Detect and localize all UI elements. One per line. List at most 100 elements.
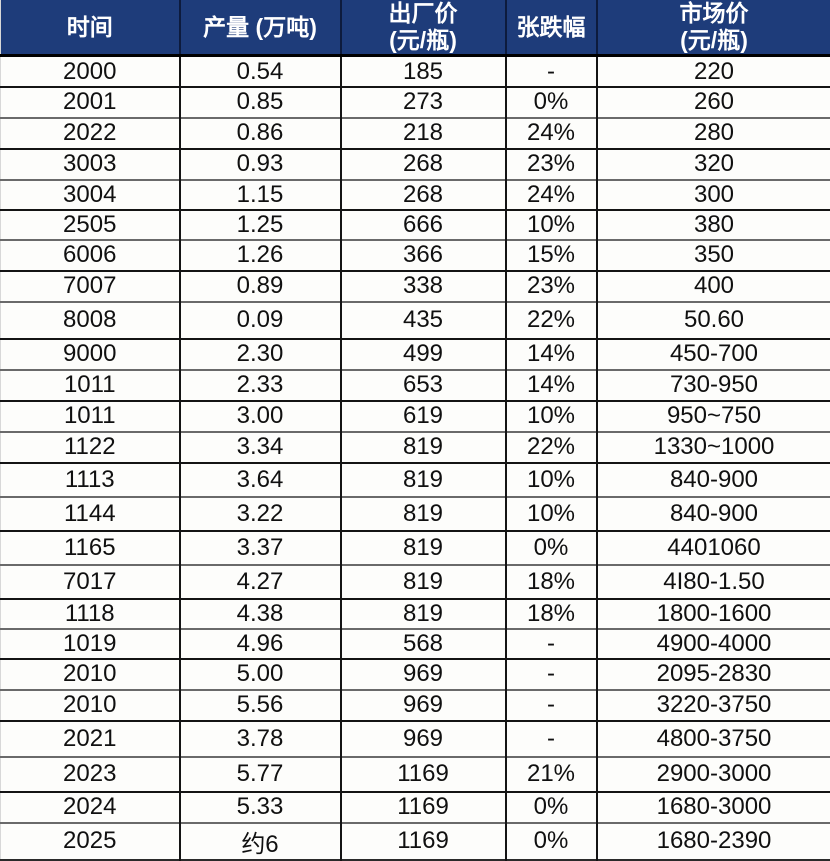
- table-cell: 0%: [506, 823, 597, 860]
- table-cell: 22%: [506, 302, 597, 339]
- table-cell: 730-950: [597, 370, 830, 401]
- table-cell: 840-900: [597, 463, 830, 497]
- table-cell: 24%: [506, 118, 597, 149]
- table-cell: 10%: [506, 210, 597, 240]
- table-cell: 7007: [1, 271, 180, 302]
- table-cell: 2001: [1, 87, 180, 118]
- table-cell: 819: [341, 531, 506, 565]
- table-cell: 260: [597, 87, 830, 118]
- table-cell: 400: [597, 271, 830, 302]
- table-cell: 2022: [1, 118, 180, 149]
- table-cell: 450-700: [597, 339, 830, 370]
- table-cell: 10%: [506, 401, 597, 432]
- table-cell: 1680-3000: [597, 792, 830, 823]
- table-cell: 338: [341, 271, 506, 302]
- table-cell: 2024: [1, 792, 180, 823]
- header-cell: 出厂价 (元/瓶): [341, 0, 506, 56]
- table-cell: 4401060: [597, 531, 830, 565]
- table-cell: 1330~1000: [597, 432, 830, 463]
- table-cell: 15%: [506, 240, 597, 271]
- table-cell: 1122: [1, 432, 180, 463]
- table-cell: 819: [341, 463, 506, 497]
- table-cell: 0.09: [180, 302, 341, 339]
- table-cell: 18%: [506, 565, 597, 599]
- table-cell: 14%: [506, 339, 597, 370]
- header-cell: 产量 (万吨): [180, 0, 341, 56]
- table-cell: -: [506, 659, 597, 690]
- table-cell: 1.25: [180, 210, 341, 240]
- table-cell: 18%: [506, 599, 597, 629]
- header-cell: 时间: [1, 0, 180, 56]
- table-cell: 50.60: [597, 302, 830, 339]
- table-cell: 0.93: [180, 149, 341, 180]
- table-cell: 5.33: [180, 792, 341, 823]
- table-cell: 3004: [1, 180, 180, 210]
- table-cell: 22%: [506, 432, 597, 463]
- table-cell: 3.22: [180, 497, 341, 531]
- table-cell: 10%: [506, 463, 597, 497]
- table-cell: 320: [597, 149, 830, 180]
- table-cell: 2900-3000: [597, 757, 830, 792]
- table-cell: 366: [341, 240, 506, 271]
- table-cell: 435: [341, 302, 506, 339]
- table-cell: 268: [341, 180, 506, 210]
- table-cell: 819: [341, 432, 506, 463]
- table-cell: 0%: [506, 87, 597, 118]
- table-cell: 1.15: [180, 180, 341, 210]
- table-cell: 350: [597, 240, 830, 271]
- table-cell: 约6: [180, 823, 341, 860]
- table-cell: 2.30: [180, 339, 341, 370]
- table-cell: 4900-4000: [597, 629, 830, 659]
- table-cell: 2000: [1, 56, 180, 87]
- table-cell: 969: [341, 721, 506, 757]
- table-cell: 8008: [1, 302, 180, 339]
- table-cell: 7017: [1, 565, 180, 599]
- table-cell: 1118: [1, 599, 180, 629]
- header-row: 时间产量 (万吨)出厂价 (元/瓶)张跌幅市场价 (元/瓶): [1, 0, 830, 56]
- table-cell: 268: [341, 149, 506, 180]
- table-cell: 1169: [341, 792, 506, 823]
- table-cell: 666: [341, 210, 506, 240]
- table-cell: 3.37: [180, 531, 341, 565]
- table-cell: 1800-1600: [597, 599, 830, 629]
- table-cell: 3.78: [180, 721, 341, 757]
- table-cell: 499: [341, 339, 506, 370]
- table-cell: 2.33: [180, 370, 341, 401]
- table-cell: 2021: [1, 721, 180, 757]
- table-cell: 653: [341, 370, 506, 401]
- table-cell: 1680-2390: [597, 823, 830, 860]
- table-cell: 1.26: [180, 240, 341, 271]
- table-cell: 280: [597, 118, 830, 149]
- table-cell: 1165: [1, 531, 180, 565]
- table-cell: 5.56: [180, 690, 341, 721]
- table-cell: 2010: [1, 659, 180, 690]
- header-cell: 张跌幅: [506, 0, 597, 56]
- table-cell: 819: [341, 497, 506, 531]
- table-cell: 2025: [1, 823, 180, 860]
- table-cell: 3220-3750: [597, 690, 830, 721]
- table-cell: 2010: [1, 690, 180, 721]
- table-cell: 840-900: [597, 497, 830, 531]
- table-cell: 5.00: [180, 659, 341, 690]
- table-cell: 273: [341, 87, 506, 118]
- table-cell: 6006: [1, 240, 180, 271]
- table-cell: 2095-2830: [597, 659, 830, 690]
- table-cell: 969: [341, 659, 506, 690]
- table-cell: 23%: [506, 149, 597, 180]
